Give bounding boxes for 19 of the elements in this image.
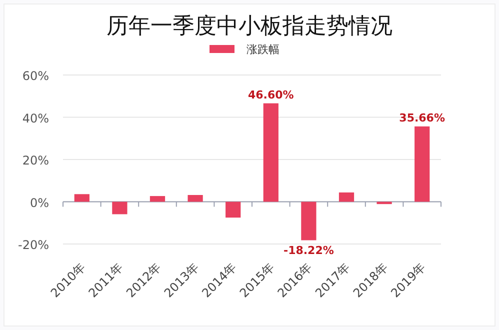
y-tick-label: 0% (30, 196, 49, 210)
y-tick-label: 20% (22, 154, 49, 168)
y-tick-label: 40% (22, 111, 49, 126)
data-label: 46.60% (248, 88, 294, 102)
bar (188, 194, 203, 202)
chart-title: 历年一季度中小板指走势情况 (106, 14, 392, 39)
bar (226, 202, 241, 218)
data-label: -18.22% (284, 244, 334, 258)
bar (263, 103, 278, 202)
data-label: 35.66% (399, 111, 446, 124)
bar (74, 194, 90, 202)
y-tick-label: -20% (18, 238, 49, 252)
bar (150, 196, 166, 202)
legend-label: 涨跌幅 (246, 43, 280, 56)
bar (414, 126, 430, 202)
bar (338, 192, 354, 202)
y-tick-label: 60% (22, 69, 49, 83)
bar (112, 202, 128, 214)
bar (301, 202, 316, 240)
